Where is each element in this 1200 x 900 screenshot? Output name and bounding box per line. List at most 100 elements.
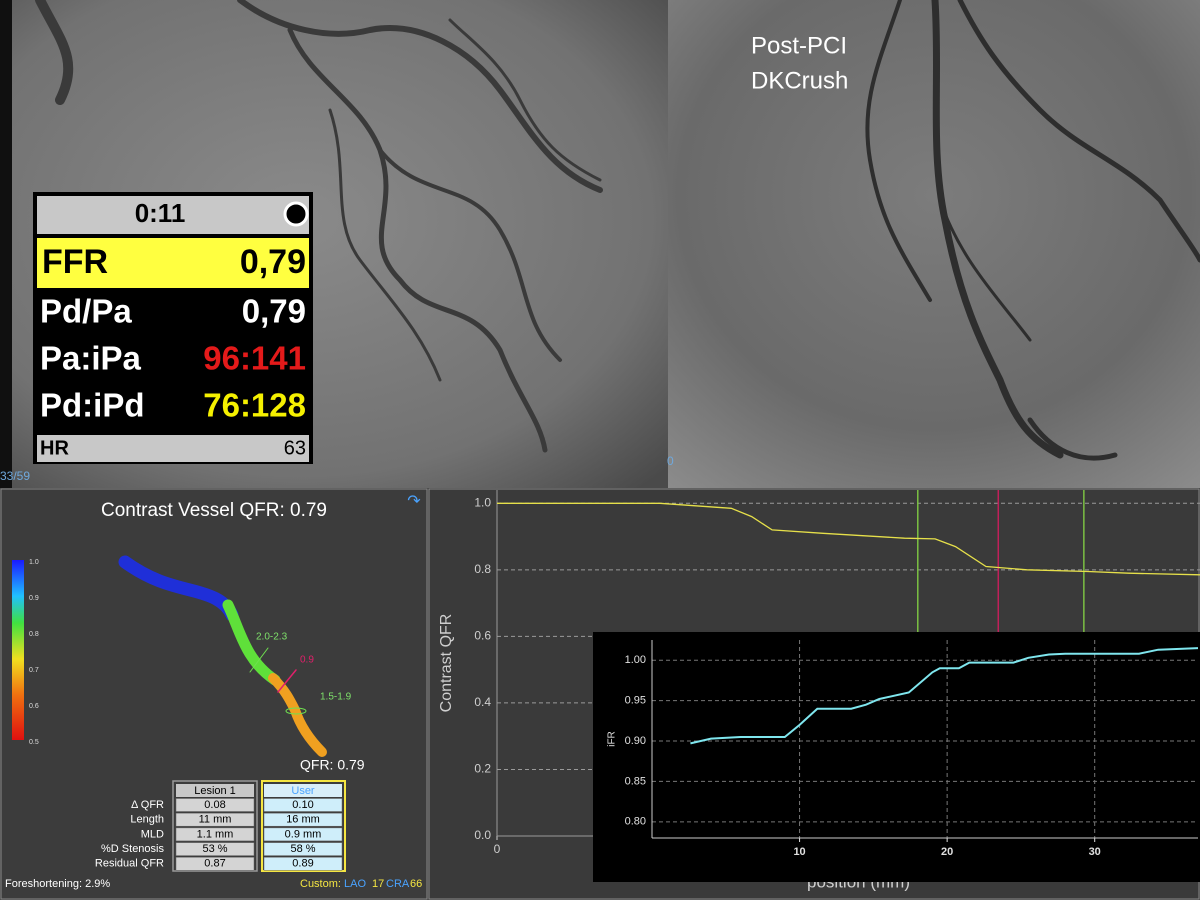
view-cra: CRA (386, 878, 410, 890)
data-line (497, 502, 1200, 576)
x-tick-label: 30 (1089, 846, 1101, 858)
timer-bar (37, 196, 309, 234)
view-angles: Custom: LAO 17 CRA 66 (300, 878, 422, 890)
frame-counter: 33/59 (0, 469, 30, 483)
x-tick-label: 20 (941, 846, 953, 858)
vessel-label: 1.5-1.9 (320, 692, 352, 703)
y-tick-label: 0.6 (474, 629, 491, 643)
pressure-value: 0,79 (242, 293, 306, 330)
annotation: DKCrush (751, 67, 848, 94)
y-tick-label: 1.00 (625, 654, 646, 666)
pressure-value: 96:141 (203, 340, 306, 377)
vessels (865, 0, 1200, 461)
scale-label: 0.9 (29, 595, 39, 602)
cell-bg (263, 798, 343, 812)
cell-bg (175, 842, 255, 856)
view-lao-value: 17 (372, 878, 384, 890)
row-label: %D Stenosis (101, 843, 164, 855)
header-cell-bg (264, 784, 342, 797)
cell: 0.08 (204, 799, 225, 811)
cell: 0.89 (292, 858, 313, 870)
inset-panel (593, 632, 1200, 882)
cell-bg (175, 798, 255, 812)
annotation: Post-PCI (751, 32, 847, 59)
view-lao: LAO (344, 878, 366, 890)
y-tick-label: 0.85 (625, 775, 646, 787)
row-label: Length (130, 814, 164, 826)
cell-bg (175, 812, 255, 827)
timer: 0:11 (135, 198, 186, 228)
cell-bg (263, 857, 343, 871)
scale-label: 0.6 (29, 703, 39, 710)
pressure-label: Pd/Pa (40, 293, 132, 330)
rotate-icon[interactable]: ↷ (407, 493, 421, 510)
cell-bg (175, 827, 255, 842)
cell: 0.9 mm (285, 828, 322, 840)
y-tick-label: 0.8 (474, 562, 491, 576)
lesion-column (172, 780, 258, 872)
inset-chart: 0.80 0.85 0.90 0.95 1.00 10 20 30 iFR (607, 640, 1199, 858)
y-tick-label: 0.95 (625, 695, 646, 707)
cell: 1.1 mm (197, 828, 234, 840)
cell-bg (263, 812, 343, 827)
scale-label: 0.8 (29, 631, 39, 638)
pressure-label: Pd:iPd (40, 387, 145, 424)
hr-bar (37, 435, 309, 462)
scale-label: 0.7 (29, 667, 39, 674)
cell: 16 mm (286, 814, 320, 826)
vessels (35, 0, 603, 453)
vessel-label: 0.9 (300, 655, 314, 666)
hr-value: 63 (284, 437, 306, 459)
scale-labels: 1.0 0.9 0.8 0.7 0.6 0.5 (29, 559, 39, 746)
vessel-label: 2.0-2.3 (256, 632, 288, 643)
foreshortening: Foreshortening: 2.9% (5, 878, 110, 890)
x-tick-label: 0 (494, 842, 501, 856)
cell-bg (175, 857, 255, 871)
color-scale (12, 560, 24, 740)
panel-border (0, 488, 428, 900)
y-axis-label: Contrast QFR (438, 614, 455, 713)
column-header: User (291, 785, 315, 797)
cell: 53 % (202, 843, 227, 855)
pressure-value: 0,79 (240, 243, 306, 281)
cell: 58 % (290, 843, 315, 855)
pressure-label: FFR (42, 243, 108, 281)
y-tick-label: 0.90 (625, 735, 646, 747)
view-prefix: Custom: (300, 878, 341, 890)
ffr-bar (37, 238, 309, 288)
y-axis-label: iFR (607, 731, 618, 747)
cell: 0.10 (292, 799, 313, 811)
y-tick-label: 0.2 (474, 762, 491, 776)
y-tick-label: 0.80 (625, 816, 646, 828)
view-cra-value: 66 (410, 878, 422, 890)
row-label: Residual QFR (95, 858, 164, 870)
pressure-label: Pa:iPa (40, 340, 142, 377)
data-line (690, 647, 1199, 745)
marker: 0 (667, 454, 674, 468)
cell-bg (263, 827, 343, 842)
y-tick-label: 0.0 (474, 828, 491, 842)
y-tick-label: 0.4 (474, 695, 491, 709)
y-tick-label: 1.0 (474, 495, 491, 509)
vessel-label: QFR: 0.79 (300, 757, 365, 773)
user-column[interactable] (261, 780, 346, 872)
cell: 0.87 (204, 858, 225, 870)
row-label: MLD (141, 828, 164, 840)
pressure-box (33, 192, 313, 464)
header-cell-bg (176, 784, 254, 797)
record-indicator (283, 201, 309, 227)
image-border (0, 0, 12, 488)
column-header: Lesion 1 (194, 785, 236, 797)
row-label: Δ QFR (131, 799, 164, 811)
vessel-model (118, 555, 327, 757)
cell-bg (263, 842, 343, 856)
pressure-value: 76:128 (203, 387, 306, 424)
scale-label: 0.5 (29, 739, 39, 746)
x-tick-label: 10 (793, 846, 805, 858)
scale-label: 1.0 (29, 559, 39, 566)
hr-label: HR (40, 437, 69, 459)
cell: 11 mm (199, 814, 232, 826)
panel-title: Contrast Vessel QFR: 0.79 (101, 500, 327, 521)
